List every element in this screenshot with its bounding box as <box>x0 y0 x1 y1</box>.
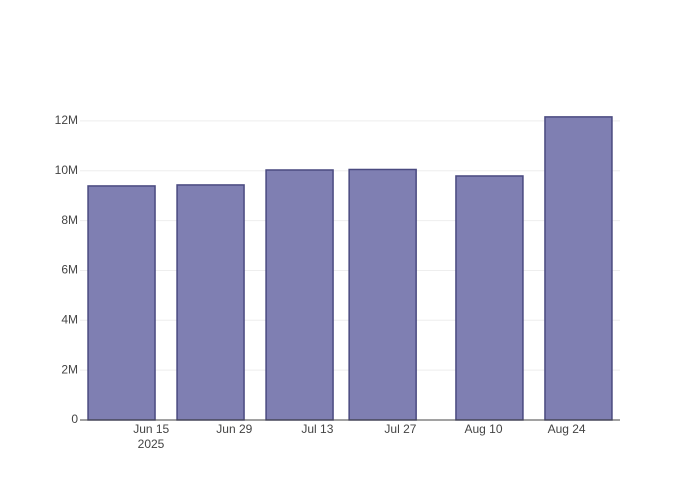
x-tick-label: Jul 13 <box>301 422 333 436</box>
y-tick-label: 0 <box>71 412 78 426</box>
x-tick-label: Jun 29 <box>216 422 252 436</box>
y-tick-label: 2M <box>61 362 78 376</box>
x-tick-label: Aug 10 <box>464 422 502 436</box>
y-tick-label: 10M <box>55 163 78 177</box>
y-tick-label: 4M <box>61 312 78 326</box>
y-tick-label: 6M <box>61 263 78 277</box>
x-tick-label: Jul 27 <box>384 422 416 436</box>
y-tick-label: 8M <box>61 213 78 227</box>
bar <box>265 169 334 421</box>
x-tick-label: Aug 24 <box>548 422 586 436</box>
bar <box>455 175 524 421</box>
bar <box>544 116 613 421</box>
bar <box>176 184 245 421</box>
x-year-label: 2025 <box>138 437 165 451</box>
y-tick-label: 12M <box>55 113 78 127</box>
x-tick-label: Jun 15 <box>133 422 169 436</box>
bar <box>348 168 417 421</box>
bar <box>87 185 156 421</box>
